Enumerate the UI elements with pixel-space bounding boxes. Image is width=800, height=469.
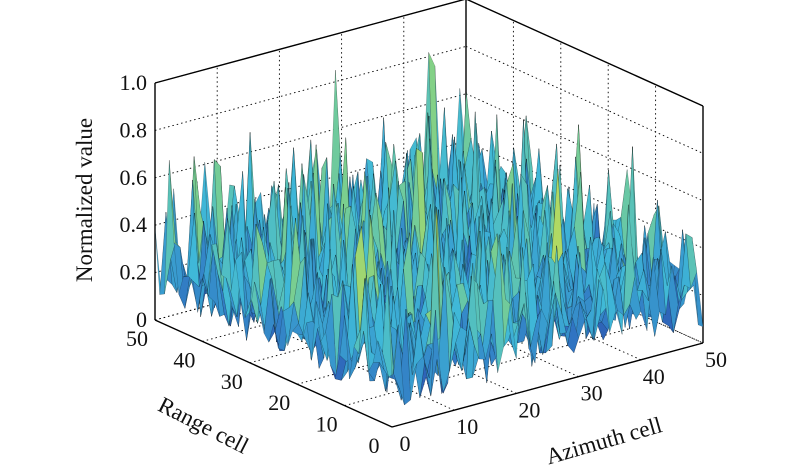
- grid-line-azimuth: [217, 302, 455, 411]
- axes-box: [154, 0, 704, 428]
- range-tick-label: 40: [173, 347, 195, 372]
- azimuth-tick-label: 10: [456, 414, 478, 439]
- range-tick-label: 0: [369, 433, 380, 458]
- z-tick-label: 0.2: [120, 260, 148, 285]
- box-edge: [154, 0, 465, 84]
- grid-line-z: [465, 140, 704, 249]
- grid-line-z: [465, 93, 704, 202]
- azimuth-axis-line: [391, 342, 704, 428]
- range-axis-label: Range cell: [154, 392, 252, 459]
- z-tick-label: 0.6: [120, 165, 148, 190]
- z-tick-label: 0.4: [120, 212, 148, 237]
- range-tick-label: 20: [268, 390, 290, 415]
- azimuth-tick-label: 50: [705, 347, 727, 372]
- range-axis-line: [154, 319, 393, 428]
- surface-cell: [387, 276, 399, 379]
- azimuth-tick-label: 0: [400, 431, 411, 456]
- azimuth-tick-label: 40: [643, 364, 665, 389]
- range-tick-label: 50: [126, 326, 148, 351]
- surface-mesh: [154, 52, 704, 406]
- azimuth-tick-label: 30: [581, 381, 603, 406]
- z-tick-label: 1.0: [120, 70, 148, 95]
- azimuth-tick-label: 20: [518, 397, 540, 422]
- grid-line-z: [465, 45, 704, 154]
- range-tick-label: 10: [316, 412, 338, 437]
- box-edge: [466, 0, 704, 107]
- z-tick-label: 0.8: [120, 117, 148, 142]
- z-tick-label: 0: [136, 307, 147, 332]
- range-tick-label: 30: [221, 369, 243, 394]
- grid-line-z: [465, 235, 704, 344]
- z-axis-label: Normalized value: [72, 118, 97, 282]
- azimuth-axis-label: Azimuth cell: [543, 412, 665, 469]
- grid-line-z: [154, 45, 467, 131]
